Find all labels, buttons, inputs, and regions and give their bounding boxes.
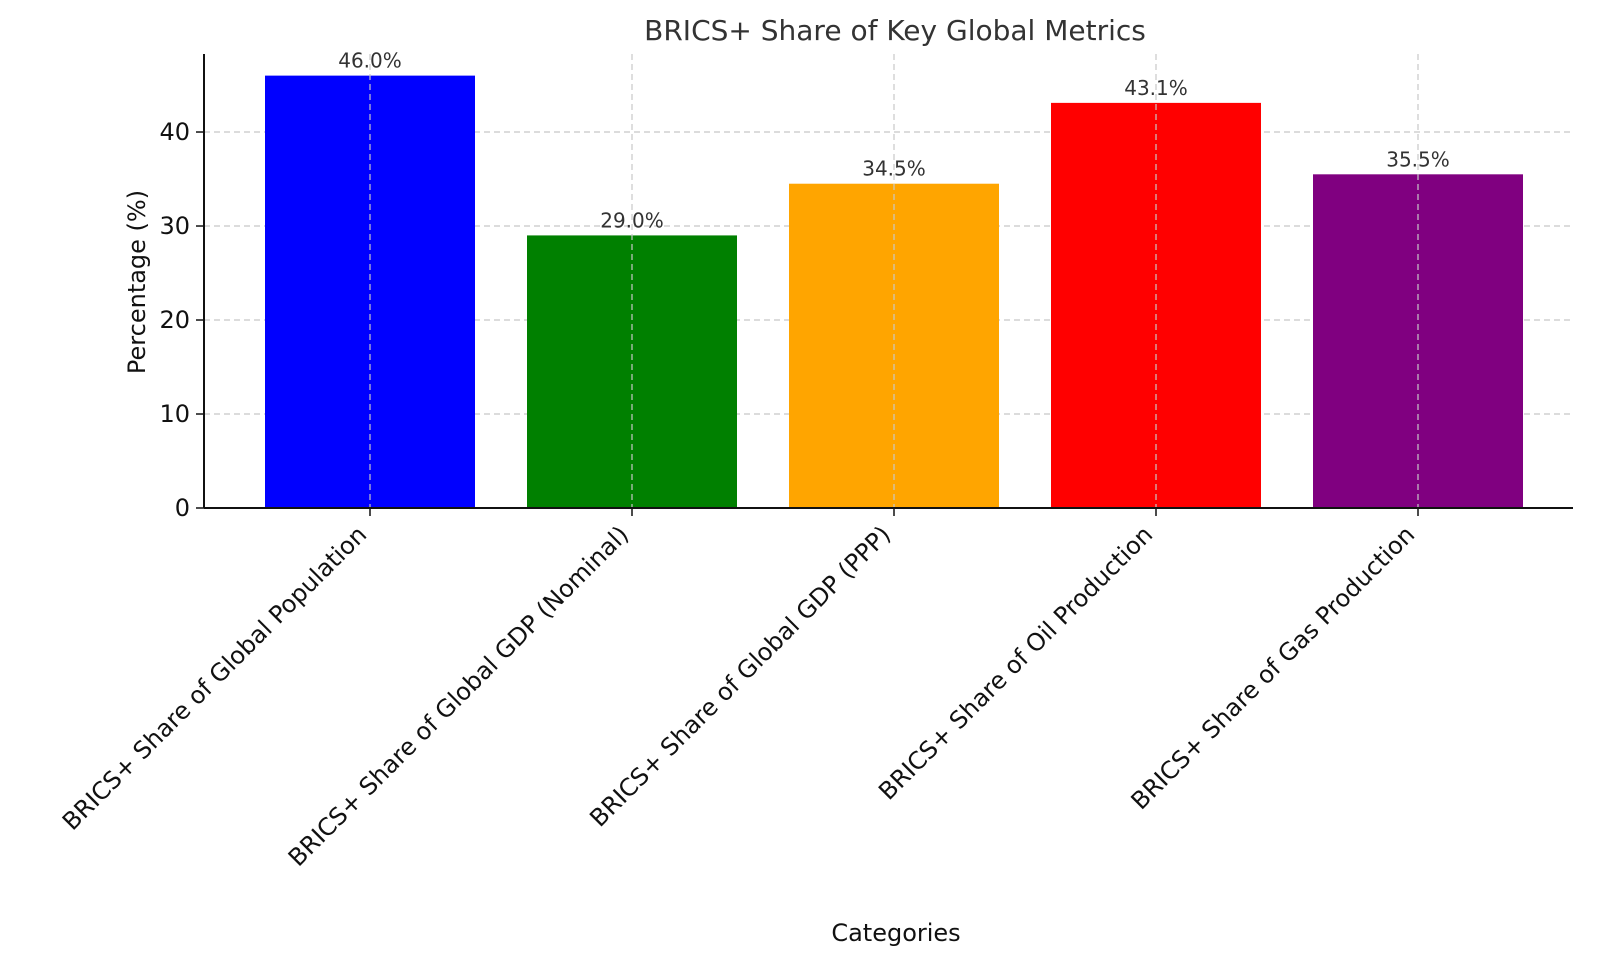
y-tick-label: 20 — [159, 306, 190, 334]
bar-value-label: 46.0% — [338, 49, 402, 73]
bar-value-label: 43.1% — [1124, 76, 1188, 100]
bars-layer — [265, 75, 1523, 509]
bar — [265, 75, 475, 508]
bar-value-label: 34.5% — [862, 157, 926, 181]
y-tick-label: 30 — [159, 212, 190, 240]
x-tick-label: BRICS+ Share of Global Population — [57, 520, 372, 835]
bar-value-label: 35.5% — [1386, 147, 1450, 171]
vertical-grid-layer — [369, 54, 1419, 508]
bar — [527, 235, 737, 509]
x-axis-label: Categories — [831, 919, 960, 947]
y-tick-label: 40 — [159, 118, 190, 146]
bar-value-label: 29.0% — [600, 208, 664, 232]
y-tick-label: 0 — [175, 494, 190, 522]
y-axis-label: Percentage (%) — [123, 190, 151, 374]
x-tick-label: BRICS+ Share of Global GDP (PPP) — [584, 520, 896, 832]
chart-title: BRICS+ Share of Key Global Metrics — [644, 14, 1146, 47]
x-tick-label: BRICS+ Share of Oil Production — [873, 520, 1158, 805]
x-tick-label: BRICS+ Share of Gas Production — [1126, 520, 1421, 815]
axes-layer: 0 10 20 30 40 — [159, 54, 1573, 522]
y-tick-label: 10 — [159, 400, 190, 428]
